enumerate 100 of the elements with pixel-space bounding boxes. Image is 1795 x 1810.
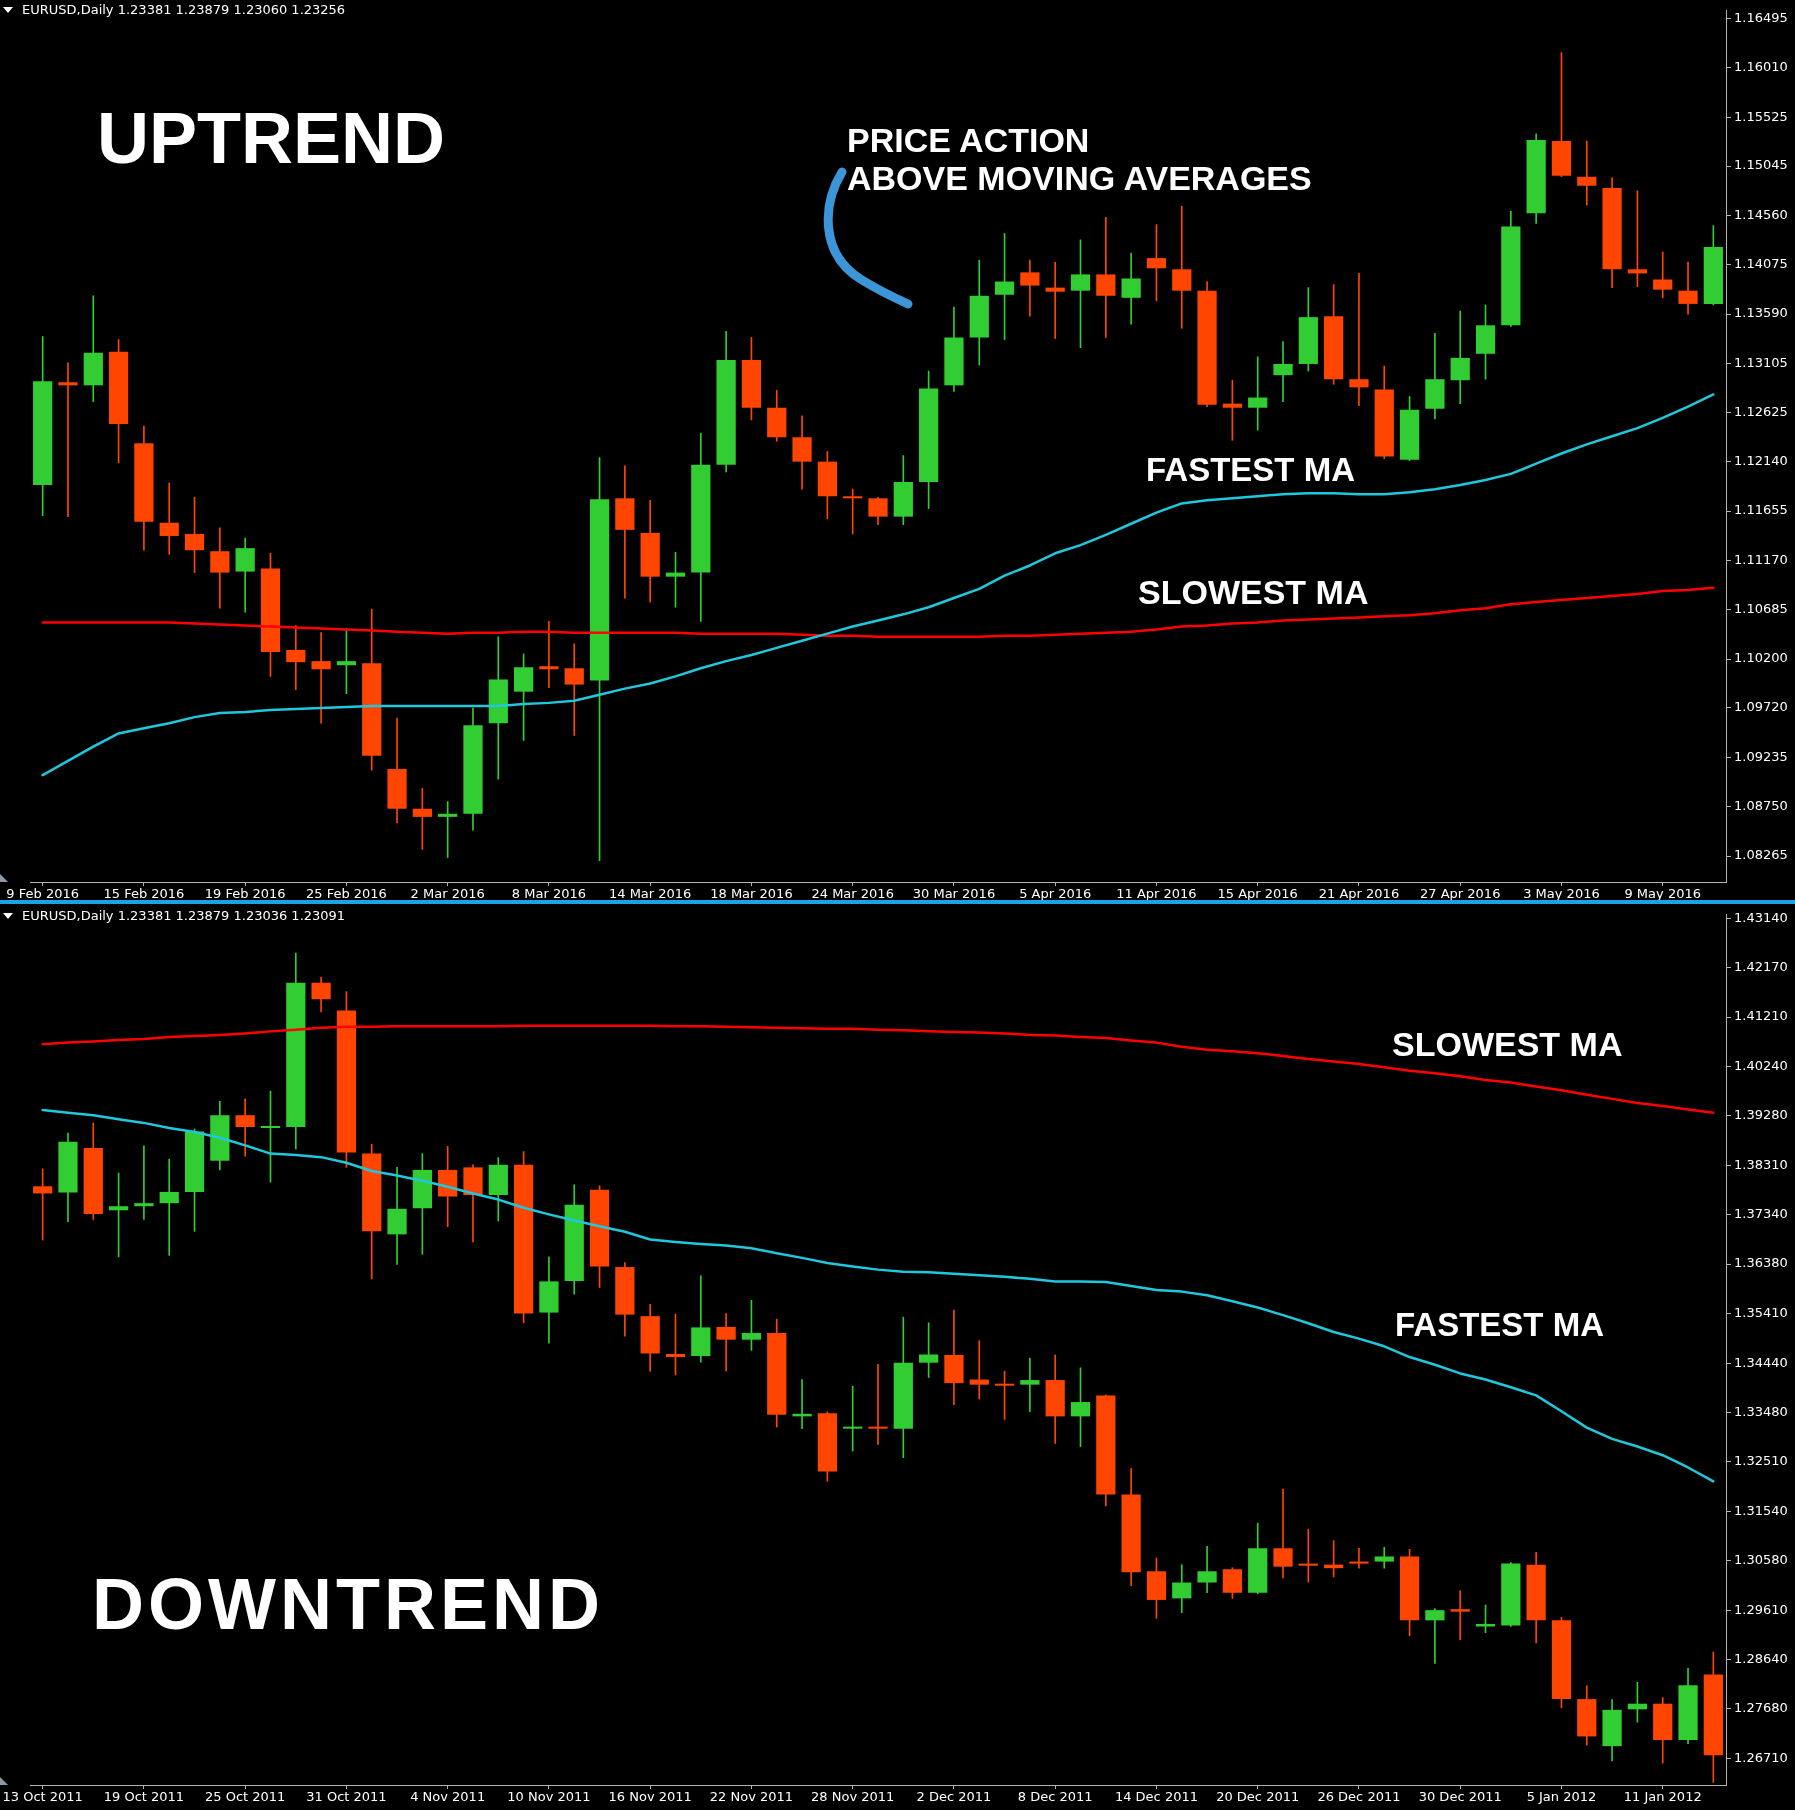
x-tick-label: 27 Apr 2016 — [1420, 886, 1501, 902]
x-tick-label: 14 Mar 2016 — [608, 886, 692, 902]
x-tick-label: 21 Apr 2016 — [1318, 886, 1400, 902]
candlestick — [843, 488, 863, 535]
x-tick-label: 5 Apr 2016 — [1019, 886, 1092, 902]
candlestick — [1450, 310, 1470, 404]
x-tick-label: 31 Oct 2011 — [306, 1789, 387, 1805]
candlestick — [311, 632, 331, 724]
x-tick-label: 30 Mar 2016 — [912, 886, 996, 902]
y-tick-label: 1.13105 — [1734, 354, 1788, 370]
y-tick-label: 1.36380 — [1734, 1255, 1788, 1271]
candlestick — [1577, 140, 1597, 206]
y-tick-label: 1.27680 — [1734, 1700, 1788, 1716]
annotation: DOWNTREND — [92, 1564, 604, 1644]
x-tick-label: 14 Dec 2011 — [1114, 1789, 1198, 1805]
annotation: PRICE ACTION ABOVE MOVING AVERAGES — [847, 121, 1312, 197]
x-tick-label: 24 Mar 2016 — [811, 886, 894, 902]
y-tick-label: 1.09235 — [1734, 748, 1788, 764]
x-tick-label: 20 Dec 2011 — [1216, 1789, 1300, 1805]
x-tick-label: 26 Dec 2011 — [1317, 1789, 1401, 1805]
y-tick-label: 1.32510 — [1734, 1453, 1788, 1469]
candlestick — [615, 465, 635, 599]
x-tick-label: 9 Feb 2016 — [6, 886, 79, 902]
y-tick-label: 1.30580 — [1734, 1551, 1788, 1567]
candlestick — [1273, 1488, 1293, 1579]
x-tick-label: 5 Jan 2012 — [1526, 1789, 1597, 1805]
x-tick-label: 19 Feb 2016 — [204, 886, 286, 902]
candlestick — [286, 625, 306, 690]
y-tick-label: 1.38310 — [1734, 1156, 1788, 1172]
x-tick-label: 2 Mar 2016 — [410, 886, 485, 902]
x-tick-label: 4 Nov 2011 — [410, 1789, 486, 1805]
y-tick-label: 1.12140 — [1734, 453, 1788, 469]
y-tick-label: 1.26710 — [1734, 1749, 1788, 1765]
candlestick — [716, 1313, 736, 1372]
candlestick — [1020, 1357, 1040, 1413]
candlestick — [1450, 1590, 1470, 1641]
x-tick-label: 28 Nov 2011 — [811, 1789, 895, 1805]
annotation: UPTREND — [97, 98, 446, 178]
x-tick-label: 22 Nov 2011 — [709, 1789, 794, 1805]
chart-title: EURUSD,Daily 1.23381 1.23879 1.23060 1.23256 — [22, 2, 346, 17]
candlestick — [1172, 205, 1192, 329]
candlestick — [1425, 1608, 1445, 1664]
y-tick-label: 1.08265 — [1734, 847, 1788, 863]
x-tick-label: 8 Mar 2016 — [511, 886, 586, 902]
y-tick-label: 1.15525 — [1734, 108, 1788, 124]
candlestick — [1273, 341, 1293, 402]
y-tick-label: 1.29610 — [1734, 1601, 1788, 1617]
y-tick-label: 1.43140 — [1734, 909, 1788, 925]
candlestick — [134, 1145, 154, 1220]
x-tick-label: 25 Feb 2016 — [305, 886, 387, 902]
candlestick — [1045, 261, 1065, 339]
candlestick — [1248, 356, 1268, 431]
candlestick — [843, 1385, 863, 1452]
y-tick-label: 1.33480 — [1734, 1403, 1788, 1419]
candlestick — [539, 621, 559, 688]
x-tick-label: 10 Nov 2011 — [507, 1789, 591, 1805]
y-tick-label: 1.14075 — [1734, 256, 1788, 272]
candlestick — [1349, 273, 1369, 407]
x-tick-label: 16 Nov 2011 — [608, 1789, 692, 1805]
chart-title: EURUSD,Daily 1.23381 1.23879 1.23036 1.23091 — [22, 908, 346, 923]
candlestick — [969, 1340, 989, 1400]
x-tick-label: 11 Apr 2016 — [1116, 886, 1197, 902]
y-tick-label: 1.40240 — [1734, 1058, 1788, 1074]
candlestick — [1298, 1529, 1318, 1583]
y-tick-label: 1.15045 — [1734, 157, 1788, 173]
annotation: SLOWEST MA — [1138, 573, 1369, 611]
y-tick-label: 1.28640 — [1734, 1651, 1788, 1667]
y-tick-label: 1.39280 — [1734, 1107, 1788, 1123]
y-tick-label: 1.08750 — [1734, 798, 1788, 814]
candlestick — [58, 362, 78, 517]
y-tick-label: 1.11170 — [1734, 551, 1788, 567]
y-tick-label: 1.10200 — [1734, 650, 1788, 666]
candlestick — [159, 1158, 179, 1256]
x-tick-label: 25 Oct 2011 — [204, 1789, 286, 1805]
x-tick-label: 15 Feb 2016 — [103, 886, 185, 902]
y-tick-label: 1.10685 — [1734, 601, 1788, 617]
y-tick-label: 1.34440 — [1734, 1354, 1788, 1370]
candlestick — [1653, 251, 1673, 299]
y-tick-label: 1.14560 — [1734, 206, 1788, 222]
y-tick-label: 1.11655 — [1734, 502, 1788, 518]
candlestick — [438, 801, 458, 858]
x-tick-label: 9 May 2016 — [1624, 886, 1701, 902]
y-tick-label: 1.42170 — [1734, 959, 1788, 975]
annotation: FASTEST MA — [1146, 451, 1356, 488]
y-tick-label: 1.16010 — [1734, 59, 1788, 75]
y-tick-label: 1.41210 — [1734, 1008, 1788, 1024]
x-tick-label: 13 Oct 2011 — [2, 1789, 83, 1805]
x-tick-label: 8 Dec 2011 — [1017, 1789, 1093, 1805]
x-tick-label: 2 Dec 2011 — [916, 1789, 992, 1805]
candlestick — [564, 643, 584, 736]
candlestick — [1349, 1547, 1369, 1569]
y-tick-label: 1.16495 — [1734, 9, 1788, 25]
y-tick-label: 1.35410 — [1734, 1304, 1788, 1320]
x-tick-label: 15 Apr 2016 — [1217, 886, 1298, 902]
annotation: FASTEST MA — [1395, 1306, 1605, 1343]
candlestick — [159, 482, 179, 555]
x-tick-label: 19 Oct 2011 — [103, 1789, 185, 1805]
candlestick — [1678, 261, 1698, 315]
candlestick — [1197, 1545, 1217, 1594]
candlestick — [868, 1363, 888, 1445]
